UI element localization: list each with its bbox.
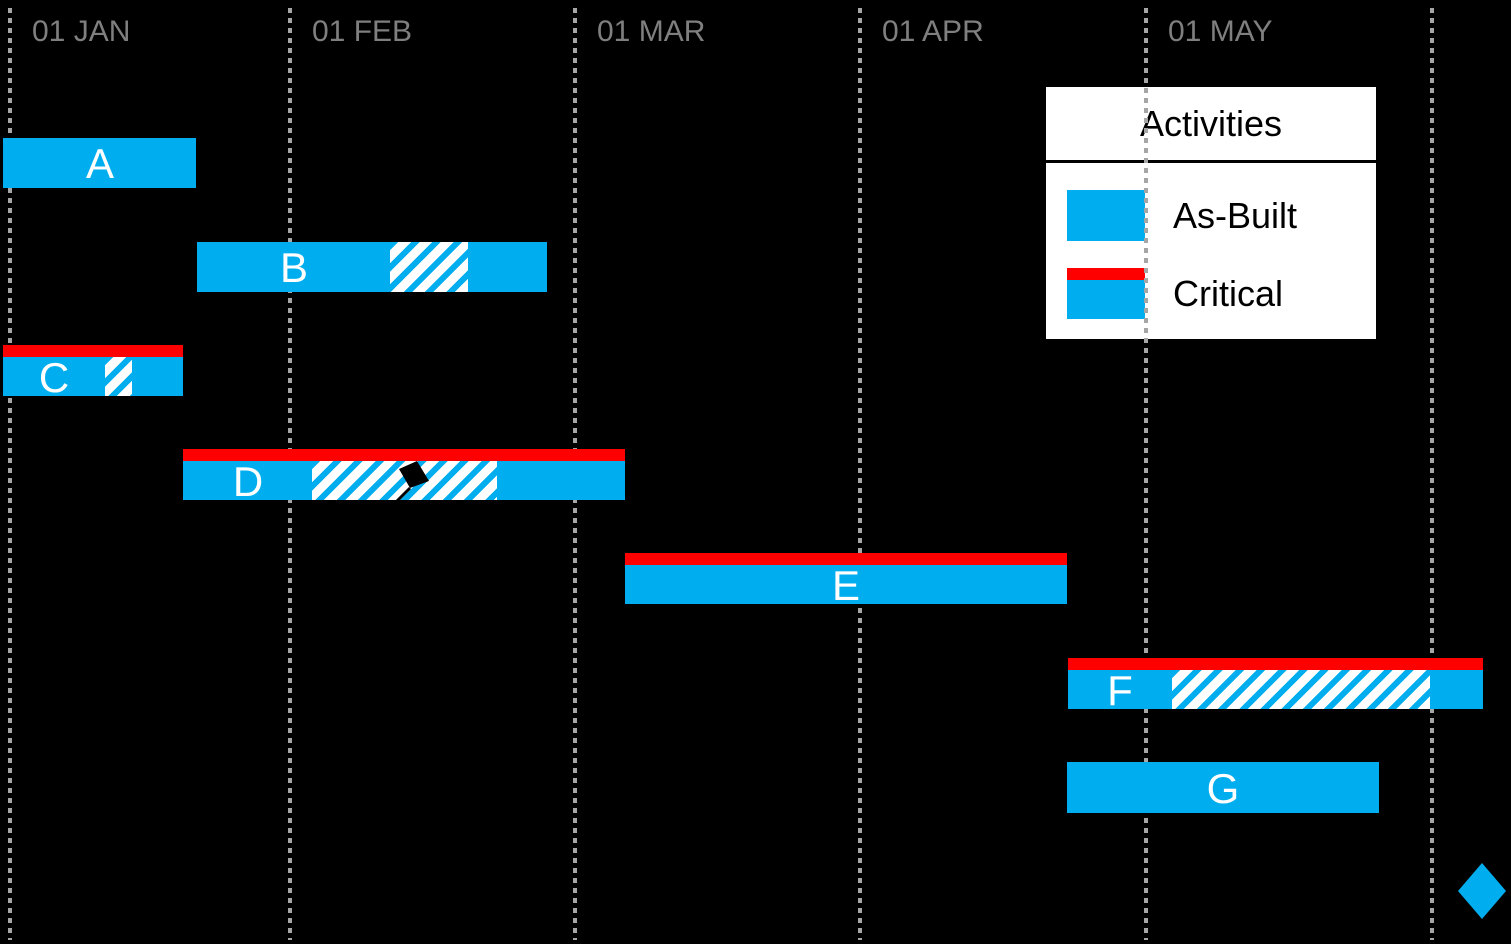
bar-label-e: E [831, 562, 861, 609]
legend-item-label: Critical [1173, 272, 1284, 314]
as-built-swatch-icon [1067, 190, 1145, 241]
gantt-bar-f: F [1068, 658, 1483, 714]
gantt-bar-c: C [3, 345, 183, 401]
axis-label-01-apr: 01 APR [882, 15, 984, 48]
critical-stripe-c [3, 345, 183, 357]
gantt-bar-e: E [625, 553, 1067, 609]
bar-body-a [3, 138, 196, 188]
critical-stripe-f [1068, 658, 1483, 670]
axis-label-01-mar: 01 MAR [597, 15, 706, 48]
gridline-01-may [1144, 8, 1148, 940]
axis-label-01-may: 01 MAY [1168, 15, 1273, 48]
bar-body-g [1067, 762, 1379, 813]
gridline-end [1430, 8, 1434, 940]
gantt-bar-g: G [1067, 762, 1379, 813]
critical-stripe-e [625, 553, 1067, 565]
kite-marker-icon-d [394, 461, 429, 504]
bar-label-c: C [38, 354, 70, 401]
gridline-01-apr [858, 8, 862, 940]
bar-label-a: A [85, 140, 115, 187]
legend-item-critical: Critical [1046, 268, 1283, 319]
swatch-red-stripe [1067, 268, 1145, 280]
swatch-blue-fill [1067, 280, 1145, 319]
legend-divider [1046, 160, 1376, 163]
gridline-01-jan [8, 8, 12, 940]
legend: Activities As-Built Critical [1043, 84, 1379, 342]
legend-item-as-built: As-Built [1046, 190, 1297, 241]
bar-body-e [625, 565, 1067, 604]
critical-swatch-icon [1067, 268, 1145, 319]
axis-label-01-jan: 01 JAN [32, 15, 131, 48]
axis-label-01-feb: 01 FEB [312, 15, 413, 48]
swatch-blue-fill [1067, 190, 1145, 241]
hatch-segment-c [105, 357, 132, 396]
bar-label-f: F [1107, 667, 1133, 714]
bar-label-g: G [1206, 765, 1240, 812]
hatch-segment-b [390, 242, 468, 292]
gantt-bar-a: A [3, 138, 196, 188]
bar-label-d: D [232, 458, 264, 505]
gantt-bar-b: B [197, 242, 547, 292]
milestone-diamond-icon [1458, 863, 1506, 919]
bar-label-b: B [279, 244, 309, 291]
bar-body-b [197, 242, 547, 292]
legend-title: Activities [1139, 102, 1283, 144]
legend-item-label: As-Built [1173, 194, 1298, 236]
bar-body-c [3, 357, 183, 396]
hatch-segment-f [1172, 670, 1430, 709]
critical-stripe-d [183, 449, 625, 461]
